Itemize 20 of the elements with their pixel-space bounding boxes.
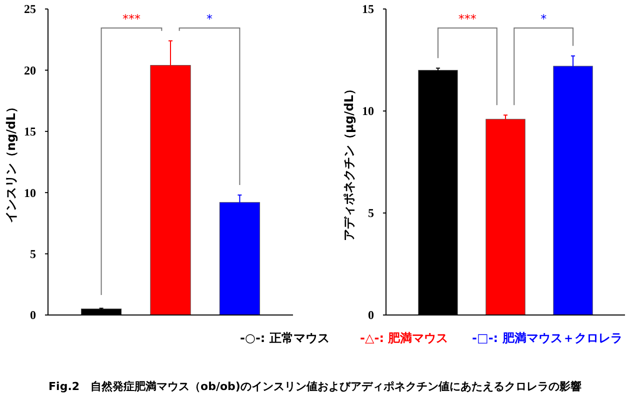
- y-tick-label: 15: [24, 124, 36, 139]
- y-tick-label: 10: [362, 104, 374, 118]
- y-tick-label: 5: [368, 206, 374, 220]
- y-tick-label: 10: [24, 186, 36, 200]
- annotation: ***: [122, 12, 140, 26]
- caption: Fig.2 自然発症肥満マウス（ob/ob)のインスリン値およびアディポネクチン値にあたえるクロレラの影響: [48, 380, 582, 393]
- annotation: *: [540, 12, 547, 26]
- y-tick-label: 20: [24, 63, 36, 78]
- y-tick-label: 15: [362, 2, 374, 16]
- y-tick-label: 5: [30, 247, 36, 261]
- annotation: *: [206, 12, 213, 26]
- annotation: ***: [458, 12, 476, 26]
- y-tick-label: 0: [30, 308, 36, 322]
- series-label: -□-: 肥満マウス＋クロレラ: [472, 331, 622, 345]
- text: -△-: 肥満マウス: [360, 331, 448, 345]
- y-tick-label: 25: [24, 2, 36, 16]
- y-axis-title: インスリン（ng/dL）: [4, 101, 18, 223]
- y-tick-label: 0: [368, 308, 374, 322]
- text: -○-: 正常マウス: [240, 331, 330, 345]
- y-axis-title: アディポネクチン（μg/dL）: [342, 82, 356, 242]
